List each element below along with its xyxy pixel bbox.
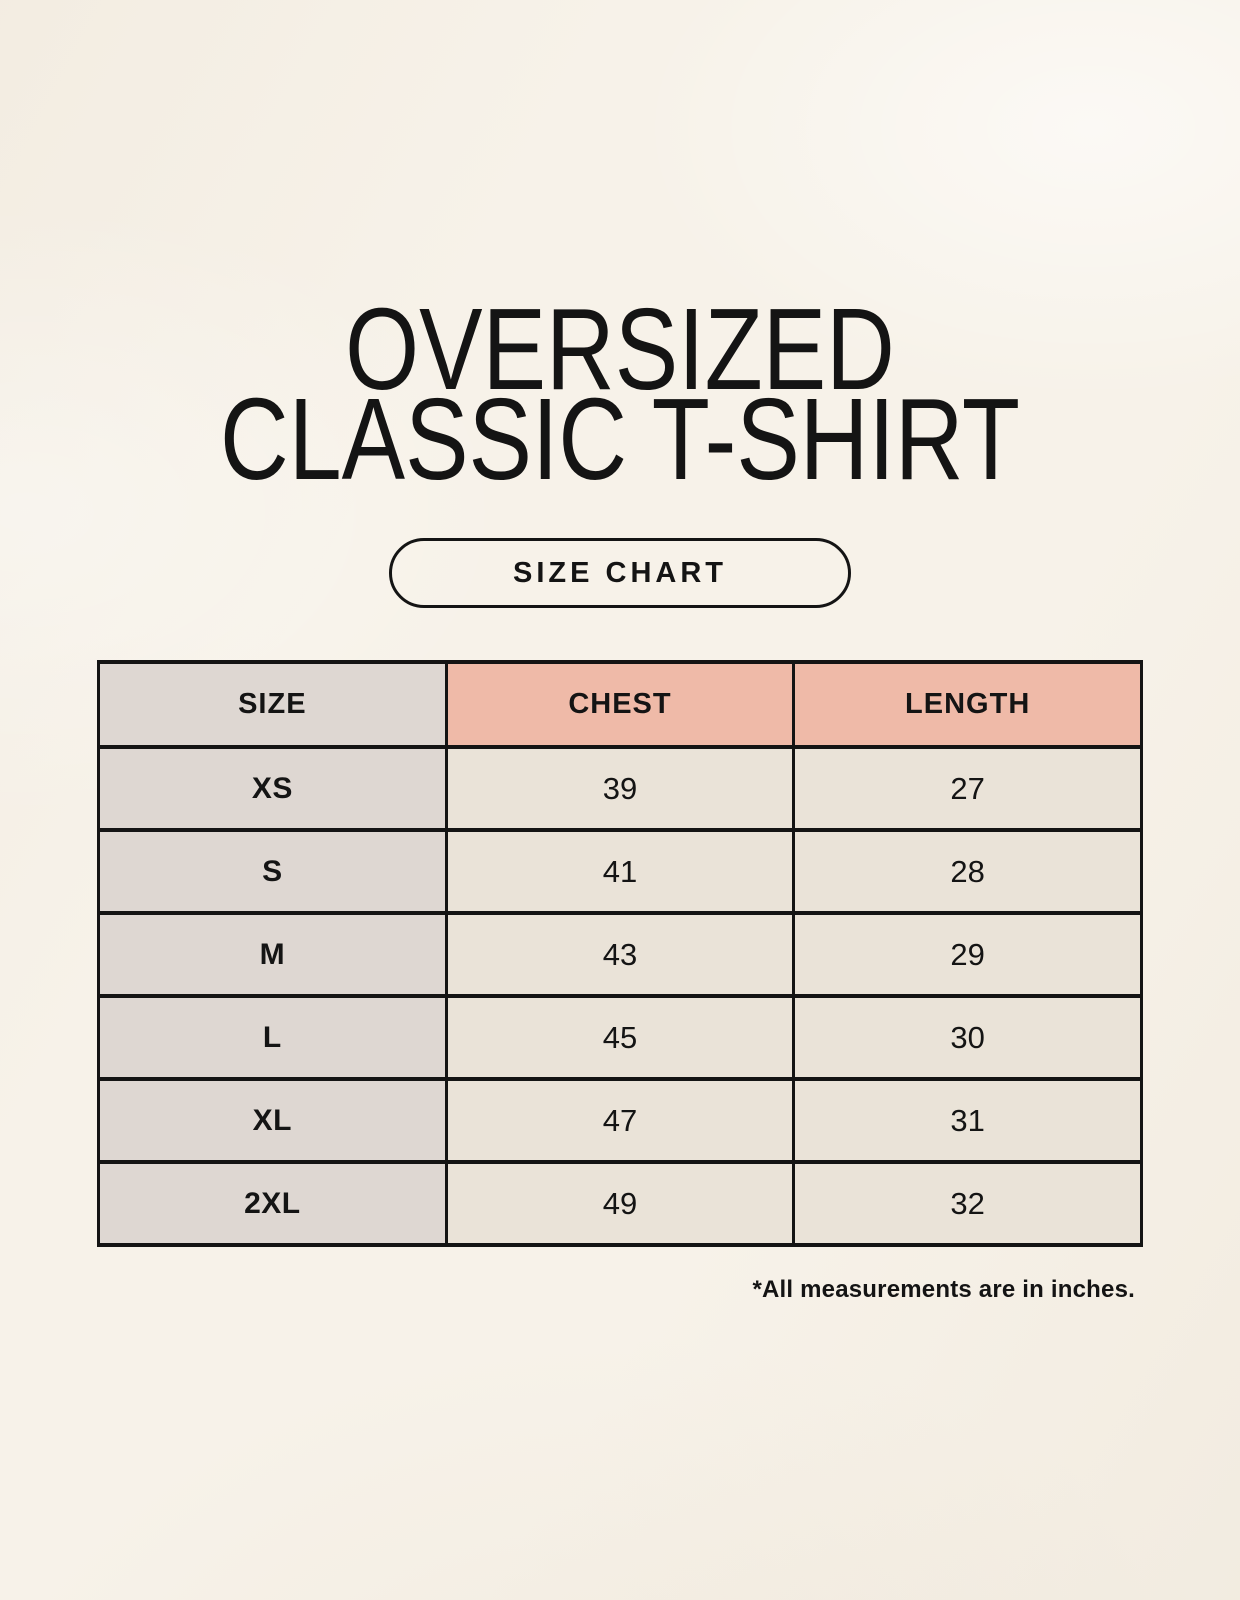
header-cell-size: SIZE — [97, 660, 448, 749]
size-label: 2XL — [97, 1160, 448, 1247]
measurements-footnote: *All measurements are in inches. — [752, 1276, 1135, 1303]
length-value: 29 — [792, 911, 1143, 998]
size-label: XL — [97, 1077, 448, 1164]
chest-value: 45 — [444, 994, 796, 1081]
chest-value: 39 — [444, 745, 796, 832]
size-chart-badge-label: SIZE CHART — [513, 556, 727, 589]
chest-value: 43 — [444, 911, 796, 998]
length-value: 32 — [792, 1160, 1143, 1247]
size-chart-badge[interactable]: SIZE CHART — [389, 538, 851, 608]
length-value: 31 — [792, 1077, 1143, 1164]
length-value: 28 — [792, 828, 1143, 915]
table-row: XL 47 31 — [97, 1077, 1143, 1164]
product-title-line2: CLASSIC T-SHIRT — [220, 374, 1020, 504]
size-label: L — [97, 994, 448, 1081]
length-value: 27 — [792, 745, 1143, 832]
table-header-row: SIZE CHEST LENGTH — [97, 660, 1143, 749]
table-row: S 41 28 — [97, 828, 1143, 915]
table-row: 2XL 49 32 — [97, 1160, 1143, 1247]
product-title-line1: OVERSIZED — [345, 284, 895, 414]
size-label: XS — [97, 745, 448, 832]
chest-value: 47 — [444, 1077, 796, 1164]
header-cell-length: LENGTH — [792, 660, 1143, 749]
chest-value: 49 — [444, 1160, 796, 1247]
table-row: XS 39 27 — [97, 745, 1143, 832]
header-cell-chest: CHEST — [444, 660, 796, 749]
size-table: SIZE CHEST LENGTH XS 39 27 S 41 28 M 43 … — [97, 660, 1143, 1247]
length-value: 30 — [792, 994, 1143, 1081]
product-title: OVERSIZED CLASSIC T-SHIRT — [112, 284, 1129, 504]
chest-value: 41 — [444, 828, 796, 915]
table-row: M 43 29 — [97, 911, 1143, 998]
table-row: L 45 30 — [97, 994, 1143, 1081]
size-label: M — [97, 911, 448, 998]
size-label: S — [97, 828, 448, 915]
